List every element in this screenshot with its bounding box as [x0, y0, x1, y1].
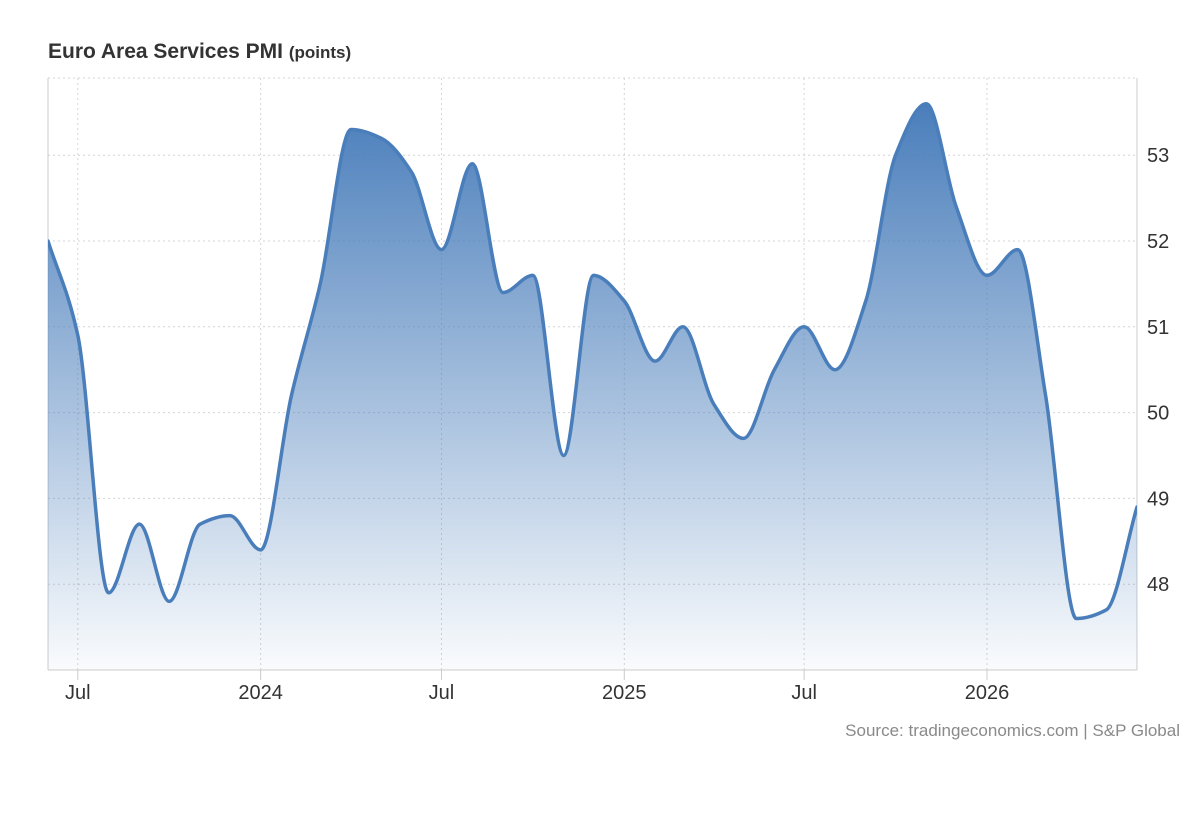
y-tick-label: 51 [1147, 317, 1169, 339]
data-point[interactable]: 2024-06-01: 52.8 [406, 166, 418, 178]
y-tick-label: 53 [1147, 145, 1169, 167]
data-point[interactable]: 2026-05-01: 47.7 [1100, 604, 1112, 616]
data-point[interactable]: 2025-03-01: 51 [677, 321, 689, 333]
title-text: Euro Area Services PMI [48, 40, 283, 63]
data-point[interactable]: 2024-09-01: 51.4 [497, 286, 509, 298]
data-point[interactable]: 2024-12-01: 51.6 [587, 269, 599, 281]
title-unit: (points) [288, 43, 352, 62]
data-point[interactable]: 2025-10-01: 53 [890, 149, 902, 161]
data-point[interactable]: 2025-05-01: 49.7 [738, 432, 750, 444]
data-point[interactable]: 2023-10-01: 47.8 [163, 595, 175, 607]
data-point[interactable]: 2024-02-01: 50.2 [285, 389, 297, 401]
data-point[interactable]: 2025-11-01: 53.6 [920, 98, 932, 110]
x-tick-label: Jul [65, 682, 91, 704]
x-tick-label: Jul [791, 682, 817, 704]
data-point[interactable]: 2023-11-01: 48.7 [194, 518, 206, 530]
chart-title: Euro Area Services PMI (points) [48, 40, 351, 64]
y-tick-label: 52 [1147, 231, 1169, 253]
data-point[interactable]: 2023-06-01: 52 [42, 235, 54, 247]
x-tick-label: 2025 [602, 682, 647, 704]
data-point[interactable]: 2025-02-01: 50.6 [649, 355, 661, 367]
x-tick-label: Jul [429, 682, 455, 704]
data-point[interactable]: 2026-01-01: 51.6 [981, 269, 993, 281]
data-point[interactable]: 2025-09-01: 51.3 [860, 295, 872, 307]
series-area [48, 103, 1137, 670]
y-tick-label: 50 [1147, 403, 1169, 425]
data-point[interactable]: 2025-06-01: 50.5 [768, 364, 780, 376]
data-point[interactable]: 2026-06-01: 48.9 [1131, 501, 1143, 513]
x-tick-label: 2026 [965, 682, 1010, 704]
data-point[interactable]: 2025-04-01: 50.1 [708, 398, 720, 410]
data-point[interactable]: 2025-12-01: 52.4 [950, 201, 962, 213]
y-axis-ticks: 48 49 50 51 52 53 [1147, 145, 1169, 596]
data-point[interactable]: 2024-11-01: 49.5 [558, 450, 570, 462]
x-tick-label: 2024 [238, 682, 283, 704]
data-point[interactable]: 2026-02-01: 51.9 [1012, 244, 1024, 256]
data-point[interactable]: 2025-08-01: 50.5 [829, 364, 841, 376]
data-point[interactable]: 2024-08-01: 52.9 [466, 158, 478, 170]
data-point[interactable]: 2026-04-01: 47.6 [1070, 613, 1082, 625]
data-point[interactable]: 2025-07-01: 51 [798, 321, 810, 333]
data-point[interactable]: 2024-10-01: 51.6 [527, 269, 539, 281]
data-point[interactable]: 2023-08-01: 47.9 [103, 587, 115, 599]
series-layer [48, 101, 1137, 670]
y-tick-label: 49 [1147, 488, 1169, 510]
data-point[interactable]: 2024-04-01: 53.3 [345, 123, 357, 135]
data-point[interactable]: 2024-07-01: 51.9 [435, 244, 447, 256]
data-point[interactable]: 2024-03-01: 51.5 [314, 278, 326, 290]
data-point[interactable]: 2023-12-01: 48.8 [224, 510, 236, 522]
data-point[interactable]: 2023-07-01: 50.9 [72, 329, 84, 341]
data-point[interactable]: 2023-09-01: 48.7 [133, 518, 145, 530]
data-point[interactable]: 2026-03-01: 50.2 [1040, 389, 1052, 401]
data-point[interactable]: 2025-01-01: 51.3 [618, 295, 630, 307]
y-tick-label: 48 [1147, 574, 1169, 596]
data-point[interactable]: 2024-01-01: 48.4 [255, 544, 267, 556]
x-axis-ticks: Jul 2024 Jul 2025 Jul 2026 [65, 682, 1009, 704]
series-line[interactable] [48, 101, 1137, 621]
data-point[interactable]: 2024-05-01: 53.2 [375, 132, 387, 144]
source-credit[interactable]: Source: tradingeconomics.com | S&P Globa… [845, 721, 1180, 740]
